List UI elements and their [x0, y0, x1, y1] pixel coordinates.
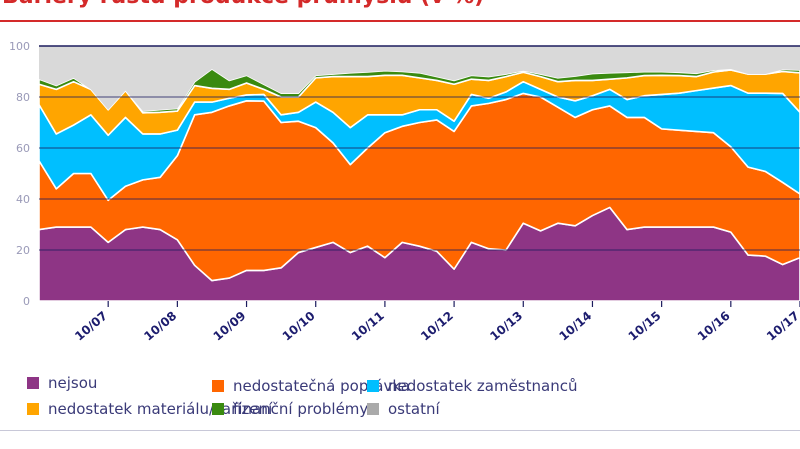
legend-item-financni: finanční problémy — [212, 400, 368, 418]
y-tick-label: 80 — [16, 91, 30, 104]
legend-label: nejsou — [48, 374, 98, 392]
x-tick-label: 10/16 — [695, 309, 733, 344]
legend-swatch — [367, 403, 379, 415]
legend-swatch — [27, 403, 39, 415]
legend-item-nejsou: nejsou — [27, 374, 97, 392]
legend-label: nedostatečná poptávka — [233, 377, 410, 395]
x-tick-label: 10/13 — [487, 309, 525, 344]
legend-item-ostatni: ostatní — [367, 400, 440, 418]
x-tick-label: 10/12 — [418, 309, 456, 344]
legend-item-zamestnancu: nedostatek zaměstnanců — [367, 377, 577, 395]
x-tick-label: 10/09 — [211, 309, 249, 344]
legend-swatch — [367, 380, 379, 392]
legend-item-poptavka: nedostatečná poptávka — [212, 377, 410, 395]
legend-swatch — [212, 380, 224, 392]
legend-swatch — [212, 403, 224, 415]
area-ostatn- — [39, 46, 800, 112]
x-tick-label: 10/15 — [626, 309, 664, 344]
x-tick-label: 10/07 — [72, 309, 110, 344]
x-tick-label: 10/08 — [141, 309, 179, 344]
x-tick-label: 10/14 — [556, 309, 594, 344]
x-tick-label: 10/17 — [764, 309, 800, 344]
legend-label: finanční problémy — [233, 400, 369, 418]
legend-label: nedostatek zaměstnanců — [388, 377, 578, 395]
legend-swatch — [27, 377, 39, 389]
y-tick-label: 60 — [16, 142, 30, 155]
title-divider — [0, 20, 800, 22]
y-tick-label: 100 — [9, 40, 30, 53]
y-tick-label: 20 — [16, 244, 30, 257]
footer-divider — [0, 430, 800, 431]
x-tick-label: 10/11 — [349, 309, 387, 344]
stacked-area-chart: 0 20 40 60 80 100 10/07 10/08 10/09 10/10 10/11 10/… — [9, 40, 800, 344]
x-tick-label: 10/10 — [280, 309, 318, 344]
legend-label: ostatní — [388, 400, 440, 418]
y-tick-label: 40 — [16, 193, 30, 206]
chart-title: Bariéry růstu produkce průmyslu (v %) — [2, 0, 484, 9]
y-tick-label: 0 — [23, 295, 30, 308]
